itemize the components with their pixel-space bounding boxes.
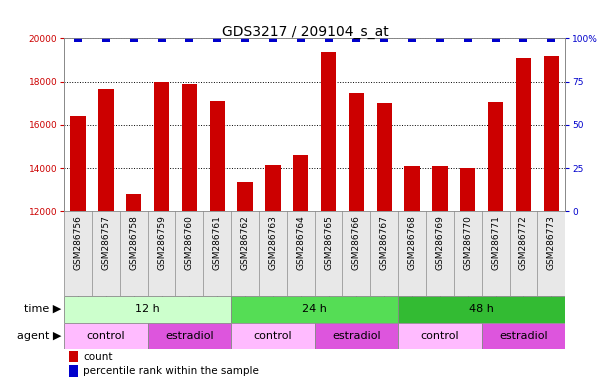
Text: GSM286762: GSM286762 <box>241 215 249 270</box>
Point <box>240 35 250 41</box>
Text: estradiol: estradiol <box>165 331 214 341</box>
Text: GSM286764: GSM286764 <box>296 215 306 270</box>
Text: agent ▶: agent ▶ <box>17 331 62 341</box>
Text: GSM286766: GSM286766 <box>352 215 361 270</box>
Bar <box>98 89 114 384</box>
Bar <box>293 155 309 384</box>
Point <box>324 35 334 41</box>
Bar <box>64 323 148 349</box>
Text: GSM286771: GSM286771 <box>491 215 500 270</box>
Text: GSM286767: GSM286767 <box>380 215 389 270</box>
Point <box>268 35 278 41</box>
Point <box>101 35 111 41</box>
Bar <box>481 323 565 349</box>
Bar <box>460 168 475 384</box>
Text: estradiol: estradiol <box>332 331 381 341</box>
Text: GSM286768: GSM286768 <box>408 215 417 270</box>
Text: 12 h: 12 h <box>135 304 160 314</box>
Point <box>463 35 473 41</box>
Text: count: count <box>83 351 112 361</box>
Point <box>156 35 166 41</box>
Bar <box>126 194 141 384</box>
Bar <box>231 323 315 349</box>
Point <box>519 35 529 41</box>
Bar <box>210 101 225 384</box>
Point <box>213 35 222 41</box>
Point <box>379 35 389 41</box>
Point <box>73 35 83 41</box>
Text: GSM286760: GSM286760 <box>185 215 194 270</box>
Bar <box>404 166 420 384</box>
Bar <box>398 323 481 349</box>
Bar <box>544 56 559 384</box>
Bar <box>488 102 503 384</box>
Text: time ▶: time ▶ <box>24 304 62 314</box>
Text: control: control <box>254 331 292 341</box>
Text: GSM286756: GSM286756 <box>73 215 82 270</box>
Text: GSM286773: GSM286773 <box>547 215 556 270</box>
Point <box>546 35 556 41</box>
Bar <box>265 165 280 384</box>
Bar <box>181 84 197 384</box>
Text: GSM286761: GSM286761 <box>213 215 222 270</box>
Point <box>185 35 194 41</box>
Bar <box>516 58 531 384</box>
Text: GSM286769: GSM286769 <box>436 215 444 270</box>
Point <box>407 35 417 41</box>
Text: GSM286765: GSM286765 <box>324 215 333 270</box>
Text: GSM286758: GSM286758 <box>130 215 138 270</box>
Text: control: control <box>420 331 459 341</box>
Text: GDS3217 / 209104_s_at: GDS3217 / 209104_s_at <box>222 25 389 39</box>
Bar <box>64 296 231 323</box>
Point <box>129 35 139 41</box>
Point <box>351 35 361 41</box>
Text: estradiol: estradiol <box>499 331 547 341</box>
Text: 48 h: 48 h <box>469 304 494 314</box>
Point <box>435 35 445 41</box>
Bar <box>231 296 398 323</box>
Text: GSM286757: GSM286757 <box>101 215 111 270</box>
Bar <box>238 182 253 384</box>
Bar <box>148 323 231 349</box>
Text: GSM286763: GSM286763 <box>268 215 277 270</box>
Bar <box>349 93 364 384</box>
Bar <box>398 296 565 323</box>
Bar <box>69 351 78 362</box>
Bar <box>376 103 392 384</box>
Bar <box>432 166 448 384</box>
Bar <box>70 116 86 384</box>
Bar <box>69 366 78 377</box>
Text: 24 h: 24 h <box>302 304 327 314</box>
Text: control: control <box>87 331 125 341</box>
Text: GSM286759: GSM286759 <box>157 215 166 270</box>
Text: GSM286770: GSM286770 <box>463 215 472 270</box>
Bar <box>315 323 398 349</box>
Text: GSM286772: GSM286772 <box>519 215 528 270</box>
Bar <box>321 53 336 384</box>
Text: percentile rank within the sample: percentile rank within the sample <box>83 366 259 376</box>
Point <box>491 35 500 41</box>
Point <box>296 35 306 41</box>
Bar <box>154 82 169 384</box>
